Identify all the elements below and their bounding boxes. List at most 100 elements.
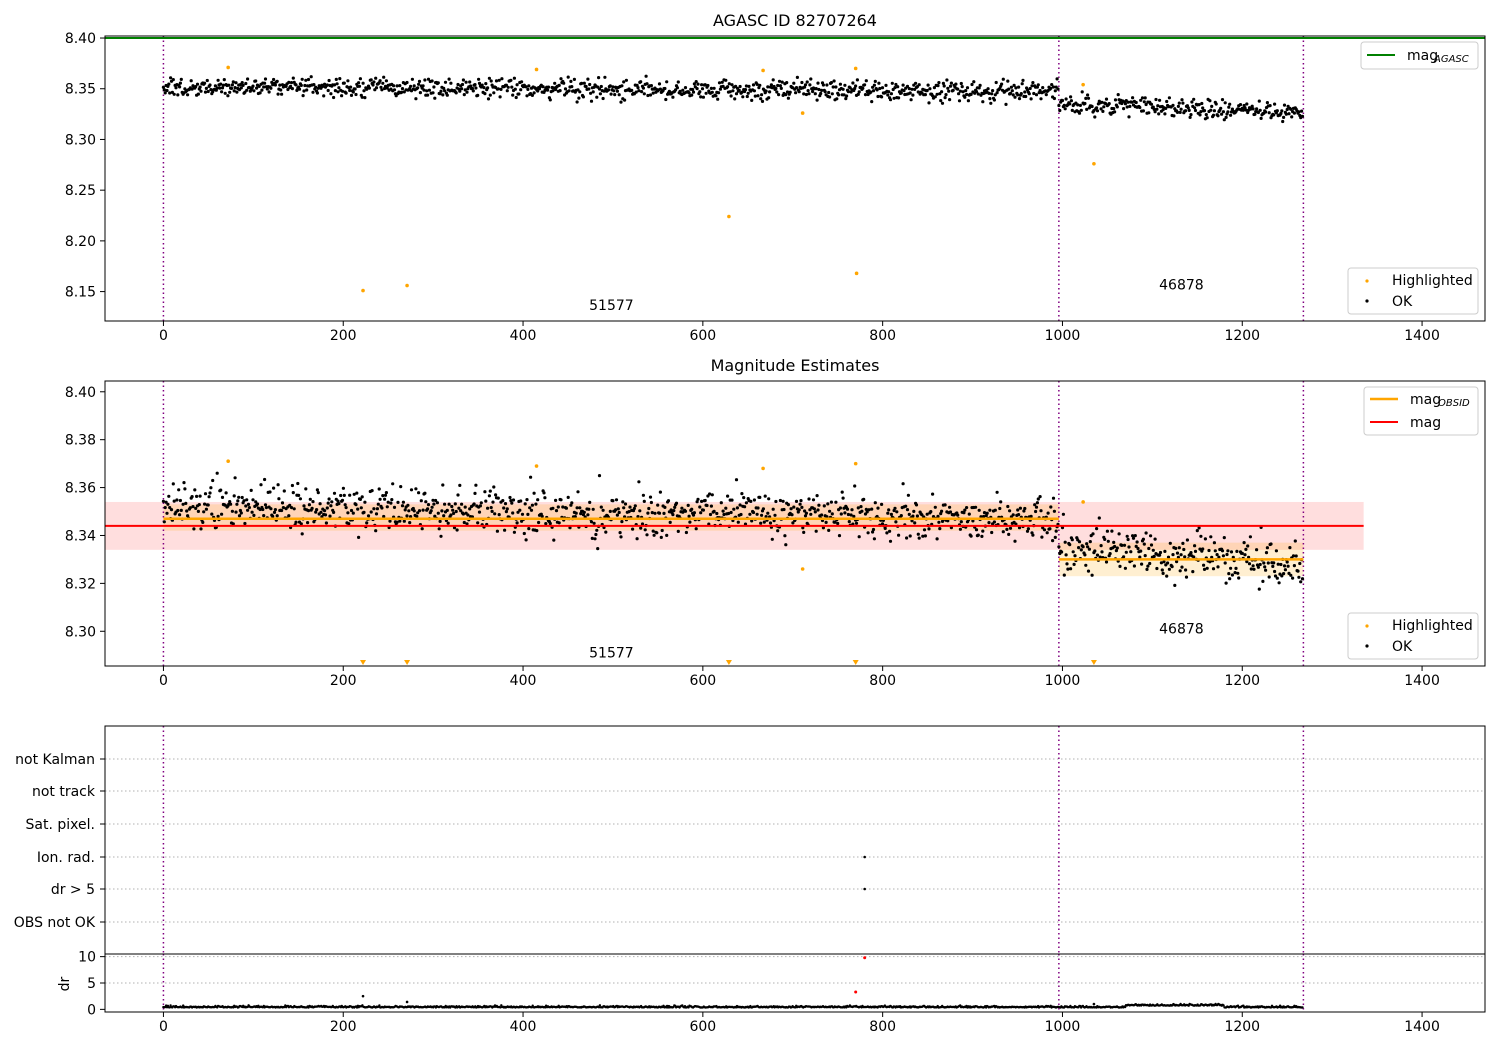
ok-point	[985, 511, 989, 515]
ok-point	[747, 84, 751, 88]
ok-point	[1034, 509, 1038, 514]
highlighted-point	[361, 288, 365, 293]
ok-point	[834, 85, 838, 89]
ok-point	[578, 90, 582, 94]
ok-point	[1031, 533, 1035, 537]
ok-point	[1245, 102, 1249, 106]
ok-point	[1104, 560, 1109, 564]
ok-point	[385, 86, 389, 90]
ok-point	[864, 507, 868, 511]
ok-point	[981, 100, 985, 104]
highlighted-point	[761, 466, 765, 471]
ok-point	[357, 81, 361, 85]
ok-point	[615, 513, 620, 517]
ok-point	[372, 507, 376, 511]
ok-point	[812, 507, 817, 511]
ok-point	[917, 83, 921, 87]
ok-point	[1267, 111, 1271, 115]
ok-point	[1282, 103, 1287, 107]
ok-point	[836, 521, 840, 526]
ok-point	[417, 491, 421, 495]
ok-point	[871, 530, 875, 534]
panel-magnitude-frame	[104, 380, 1486, 667]
ok-point	[238, 508, 242, 513]
ok-point	[738, 84, 742, 89]
ok-point	[965, 86, 970, 90]
ok-point	[233, 86, 237, 90]
x-tick-label: 800	[869, 673, 896, 689]
ok-point	[643, 528, 647, 532]
ok-point	[676, 80, 680, 84]
ok-point	[657, 511, 662, 515]
ok-point	[540, 514, 544, 518]
ok-point	[1264, 568, 1268, 572]
ok-point	[1021, 78, 1025, 82]
ok-point	[1054, 529, 1058, 533]
ok-point	[904, 504, 908, 508]
ok-point	[312, 83, 316, 87]
ok-point	[1297, 110, 1301, 114]
ok-point	[1158, 550, 1163, 555]
ok-point	[696, 82, 700, 86]
ok-point	[410, 77, 414, 81]
ok-point	[797, 508, 801, 512]
ok-point	[341, 486, 345, 490]
ok-point	[362, 510, 366, 514]
ok-point	[240, 81, 244, 85]
ok-point	[887, 90, 891, 94]
ok-point	[622, 80, 626, 84]
ok-point	[1207, 548, 1211, 553]
ok-point	[1143, 554, 1147, 558]
ok-point	[1258, 562, 1262, 567]
ok-point	[261, 507, 265, 512]
ok-point	[857, 90, 861, 94]
ok-point	[309, 75, 313, 79]
ok-point	[853, 86, 857, 91]
ok-point	[1011, 513, 1015, 517]
ok-point	[766, 511, 770, 515]
ok-point	[524, 85, 528, 89]
ok-point	[380, 88, 384, 92]
ok-point	[623, 502, 628, 506]
ok-point	[508, 495, 512, 500]
ok-point	[889, 512, 894, 517]
ok-point	[599, 84, 603, 89]
y-tick-label: 8.36	[65, 481, 96, 497]
ok-point	[1282, 564, 1287, 568]
ok-point	[1229, 113, 1233, 117]
ok-point	[730, 498, 734, 502]
ok-point	[1205, 566, 1209, 570]
ok-point	[802, 92, 806, 96]
x-tick-label: 0	[159, 328, 168, 344]
panel-flags: not Kalman not track Sat. pixel. Ion. ra…	[14, 725, 1486, 1035]
ok-point	[250, 510, 254, 514]
ok-point	[1253, 112, 1257, 116]
ok-point	[721, 84, 725, 88]
ok-point	[1090, 573, 1094, 577]
ok-point	[315, 508, 319, 512]
ok-point	[691, 513, 696, 517]
ok-point	[245, 498, 249, 502]
ok-point	[640, 522, 645, 526]
ok-point	[582, 510, 586, 514]
ok-point	[449, 81, 453, 85]
ok-point	[1029, 97, 1033, 101]
ok-point	[700, 83, 704, 87]
ok-point	[305, 88, 309, 92]
ok-point	[326, 88, 330, 93]
ok-point	[365, 521, 369, 525]
ok-point	[391, 482, 395, 486]
dr-axis-label: dr	[57, 976, 73, 991]
ok-point	[1219, 106, 1223, 110]
ok-point	[1236, 571, 1240, 575]
ok-point	[665, 533, 669, 538]
ok-point	[597, 76, 601, 80]
ok-point	[460, 82, 465, 87]
ok-point	[1184, 109, 1188, 113]
legend-marker-ok	[1365, 644, 1369, 648]
ok-point	[300, 77, 304, 81]
ok-point	[1264, 110, 1268, 114]
ok-point	[1171, 553, 1175, 557]
ok-point	[1097, 516, 1101, 520]
x-tick-label: 800	[869, 1019, 896, 1035]
